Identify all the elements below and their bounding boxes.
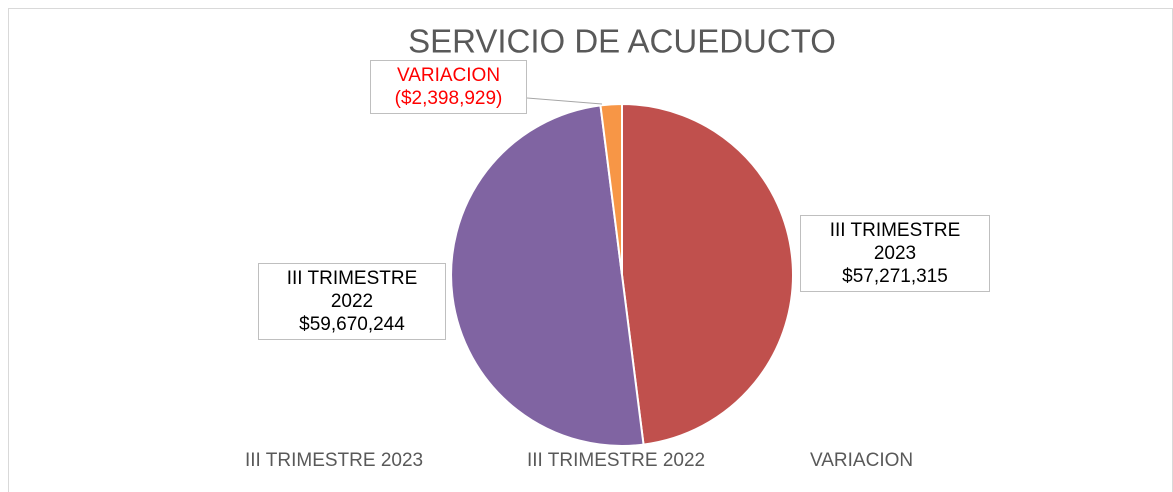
pie-slice: [599, 102, 623, 276]
legend-label: VARIACION: [810, 450, 914, 471]
legend-item: III TRIMESTRE 2022: [527, 450, 705, 472]
data-label: VARIACION ($2,398,929): [370, 60, 527, 114]
legend-label: III TRIMESTRE 2023: [245, 450, 424, 471]
data-label-category: III TRIMESTRE 2023: [829, 220, 961, 264]
data-label: III TRIMESTRE 2022 $59,670,244: [258, 263, 446, 340]
legend-item: VARIACION: [810, 450, 913, 472]
data-label-value: $57,271,315: [842, 266, 948, 287]
data-label: III TRIMESTRE 2023 $57,271,315: [800, 215, 990, 292]
chart-title: SERVICIO DE ACUEDUCTO: [408, 23, 836, 60]
leader-line: [526, 97, 603, 105]
data-label-value: ($2,398,929): [394, 88, 503, 109]
pie-slice: [621, 102, 795, 446]
data-label-category: VARIACION: [396, 65, 501, 86]
data-label-category: III TRIMESTRE 2022: [286, 268, 418, 312]
legend-label: III TRIMESTRE 2022: [527, 450, 706, 471]
legend-item: III TRIMESTRE 2023: [245, 450, 423, 472]
data-label-value: $59,670,244: [299, 314, 405, 335]
pie-slice: [450, 104, 645, 447]
